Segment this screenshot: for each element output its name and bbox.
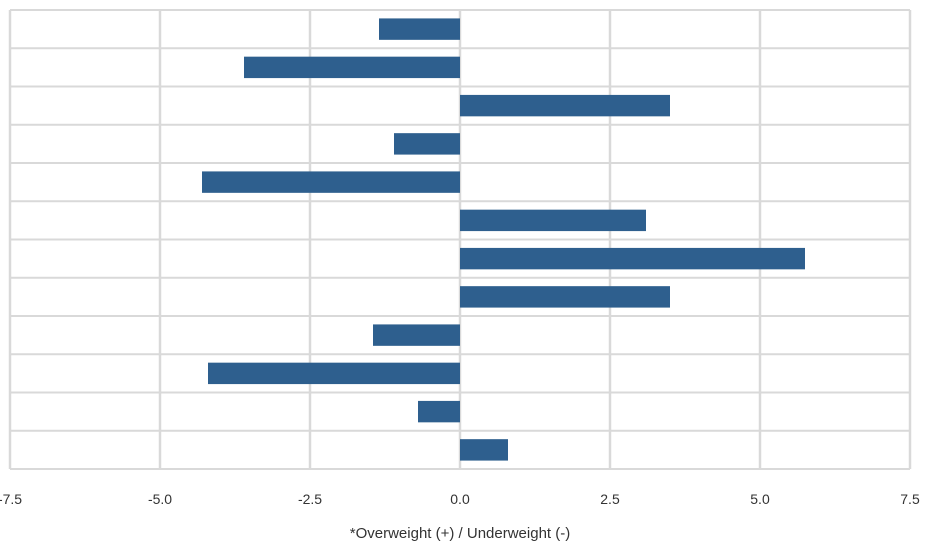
bar: [373, 324, 460, 346]
bar: [418, 400, 460, 423]
x-tick-label: 2.5: [600, 491, 620, 507]
bar: [460, 286, 670, 308]
bar: [202, 171, 460, 193]
x-tick-label: -7.5: [0, 491, 22, 507]
bar: [460, 247, 805, 270]
bar: [460, 94, 670, 117]
bar: [460, 439, 508, 461]
horizontal-gridlines: [10, 9, 910, 470]
x-tick-label: -2.5: [298, 491, 322, 507]
bar: [394, 133, 460, 155]
x-tick-labels: -7.5 -5.0 -2.5 0.0 2.5 5.0 7.5: [0, 491, 920, 507]
bar: [379, 18, 460, 40]
x-tick-label: 7.5: [900, 491, 920, 507]
x-tick-label: -5.0: [148, 491, 172, 507]
x-axis-title: *Overweight (+) / Underweight (-): [350, 525, 571, 542]
x-tick-label: 5.0: [750, 491, 770, 507]
bar: [244, 56, 460, 79]
x-tick-label: 0.0: [450, 491, 470, 507]
bar: [208, 362, 460, 385]
bar: [460, 209, 646, 232]
bars: [202, 18, 805, 461]
